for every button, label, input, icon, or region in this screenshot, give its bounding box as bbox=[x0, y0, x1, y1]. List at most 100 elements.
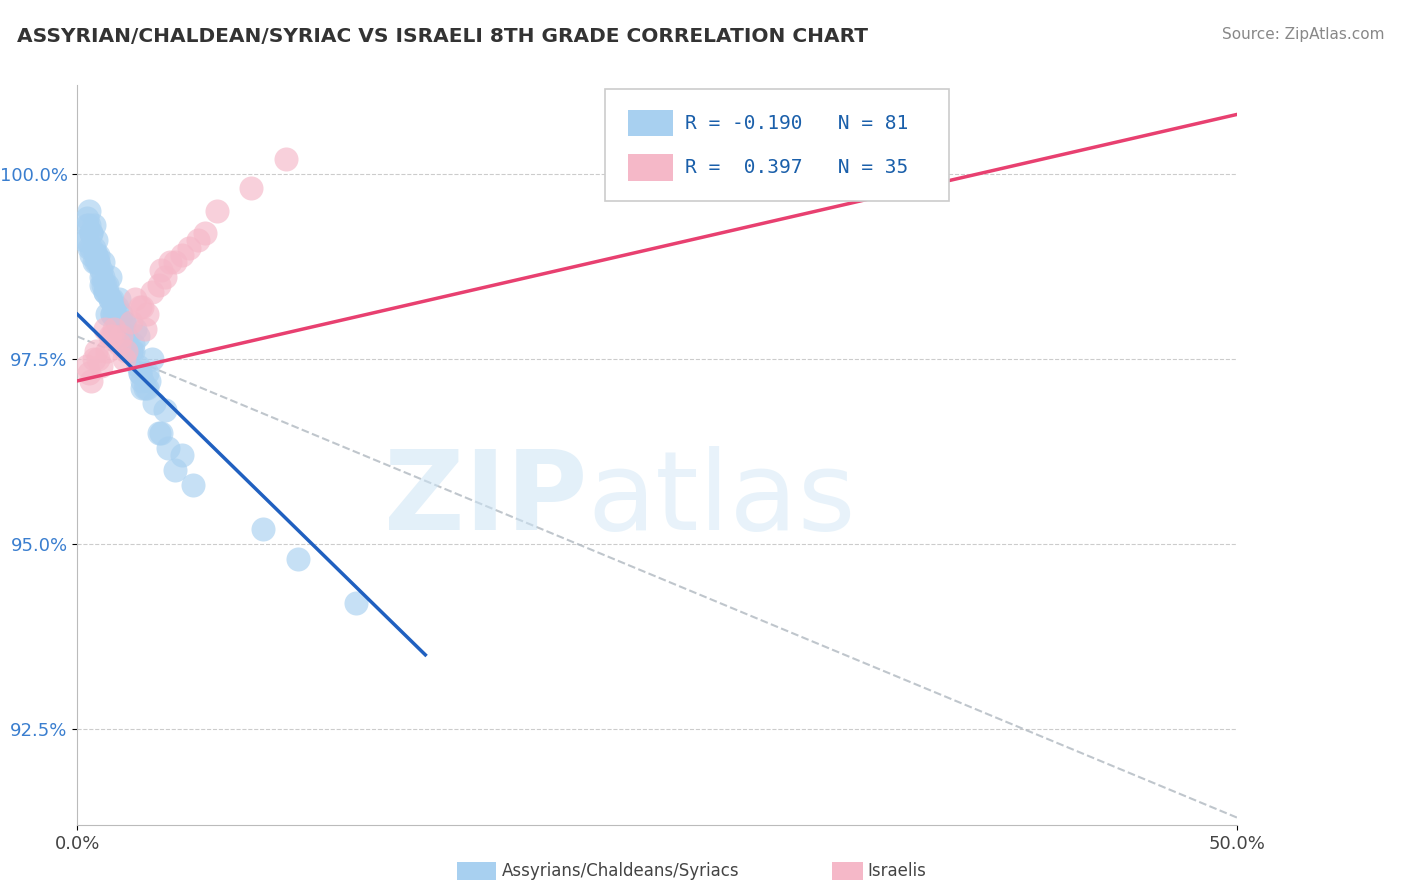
Point bbox=[91, 270, 114, 285]
Point bbox=[90, 359, 111, 373]
Point bbox=[94, 285, 117, 299]
Point bbox=[90, 270, 111, 285]
Point bbox=[124, 322, 146, 336]
Point bbox=[80, 374, 103, 388]
Point bbox=[73, 233, 96, 247]
Point bbox=[77, 241, 100, 255]
Point bbox=[77, 219, 100, 233]
Point bbox=[76, 359, 98, 373]
Point bbox=[120, 315, 142, 329]
Point bbox=[98, 270, 121, 285]
Point bbox=[127, 359, 149, 373]
Point bbox=[156, 441, 179, 455]
Point bbox=[110, 329, 132, 343]
Point bbox=[136, 367, 159, 381]
Point bbox=[129, 367, 152, 381]
Point bbox=[96, 307, 118, 321]
Text: Source: ZipAtlas.com: Source: ZipAtlas.com bbox=[1222, 27, 1385, 42]
Text: Assyrians/Chaldeans/Syriacs: Assyrians/Chaldeans/Syriacs bbox=[502, 862, 740, 880]
Point bbox=[136, 307, 159, 321]
Point bbox=[84, 344, 107, 359]
Point bbox=[120, 344, 142, 359]
Point bbox=[76, 219, 98, 233]
Point bbox=[120, 344, 142, 359]
Point bbox=[87, 351, 110, 366]
Point bbox=[91, 277, 114, 292]
Point bbox=[177, 241, 200, 255]
Point bbox=[105, 315, 128, 329]
Point bbox=[115, 329, 138, 343]
Point bbox=[103, 300, 125, 314]
Point bbox=[129, 367, 152, 381]
Point bbox=[80, 248, 103, 262]
Text: ZIP: ZIP bbox=[384, 446, 588, 553]
Text: Israelis: Israelis bbox=[868, 862, 927, 880]
Point bbox=[155, 270, 177, 285]
Point bbox=[112, 351, 135, 366]
Point bbox=[112, 315, 135, 329]
Point bbox=[149, 425, 172, 440]
Point bbox=[122, 337, 145, 351]
Point bbox=[148, 277, 170, 292]
Point bbox=[108, 337, 131, 351]
Point bbox=[84, 248, 107, 262]
Point bbox=[87, 255, 110, 269]
Point bbox=[149, 263, 172, 277]
Point bbox=[101, 307, 124, 321]
Point bbox=[87, 248, 110, 262]
Point bbox=[163, 463, 186, 477]
Point bbox=[105, 300, 128, 314]
Point bbox=[134, 322, 156, 336]
Point bbox=[138, 374, 160, 388]
Point bbox=[276, 152, 298, 166]
Point bbox=[84, 233, 107, 247]
Point bbox=[141, 285, 163, 299]
Point bbox=[344, 596, 367, 610]
Point bbox=[96, 277, 118, 292]
Point bbox=[101, 293, 124, 307]
Text: ASSYRIAN/CHALDEAN/SYRIAC VS ISRAELI 8TH GRADE CORRELATION CHART: ASSYRIAN/CHALDEAN/SYRIAC VS ISRAELI 8TH … bbox=[17, 27, 868, 45]
Point bbox=[240, 181, 263, 195]
Point bbox=[98, 293, 121, 307]
Point bbox=[103, 322, 125, 336]
Point bbox=[183, 477, 205, 491]
Point bbox=[122, 344, 145, 359]
Point bbox=[170, 448, 193, 462]
Text: R =  0.397   N = 35: R = 0.397 N = 35 bbox=[685, 158, 908, 178]
Point bbox=[194, 226, 217, 240]
Point bbox=[103, 307, 125, 321]
Text: atlas: atlas bbox=[588, 446, 856, 553]
Point bbox=[87, 255, 110, 269]
Point bbox=[91, 255, 114, 269]
Point bbox=[287, 551, 309, 566]
Point bbox=[115, 337, 138, 351]
Point bbox=[252, 522, 274, 536]
Point bbox=[98, 329, 121, 343]
Point bbox=[77, 203, 100, 218]
Point bbox=[80, 226, 103, 240]
Point bbox=[83, 241, 105, 255]
Point bbox=[96, 285, 118, 299]
Point bbox=[80, 226, 103, 240]
Point bbox=[76, 233, 98, 247]
Point bbox=[83, 351, 105, 366]
Point bbox=[148, 425, 170, 440]
Point bbox=[108, 293, 131, 307]
Point bbox=[112, 315, 135, 329]
Point bbox=[155, 403, 177, 417]
Point bbox=[98, 293, 121, 307]
Point bbox=[187, 233, 209, 247]
Point bbox=[115, 344, 138, 359]
Point bbox=[90, 263, 111, 277]
Point bbox=[83, 219, 105, 233]
Point bbox=[136, 381, 159, 395]
Point bbox=[76, 211, 98, 225]
Point bbox=[170, 248, 193, 262]
Point bbox=[129, 300, 152, 314]
Point bbox=[83, 255, 105, 269]
Point bbox=[205, 203, 228, 218]
Point bbox=[103, 300, 125, 314]
Point bbox=[163, 255, 186, 269]
Point bbox=[84, 248, 107, 262]
Point bbox=[110, 307, 132, 321]
